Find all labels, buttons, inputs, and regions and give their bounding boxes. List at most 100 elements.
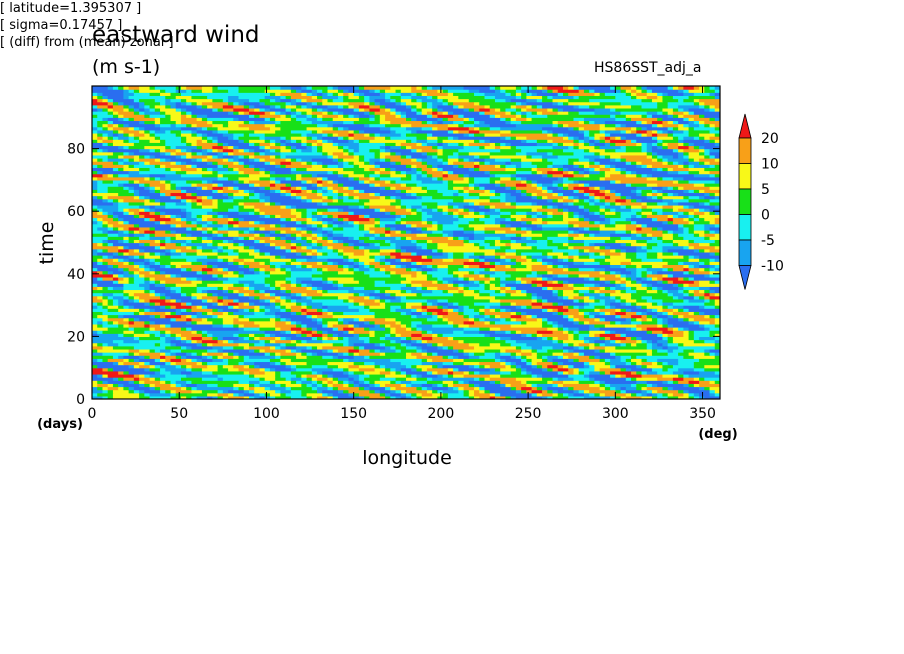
heat-cell — [536, 373, 543, 378]
heat-cell — [133, 261, 145, 266]
heat-cell — [479, 258, 486, 262]
heat-cell — [207, 352, 224, 356]
heat-cell — [301, 323, 308, 328]
heat-cell — [453, 198, 465, 203]
heat-cell — [358, 198, 370, 203]
heat-cell — [133, 214, 140, 219]
heat-cell — [160, 270, 166, 275]
heat-cell — [133, 276, 145, 281]
heat-cell — [343, 283, 376, 287]
heat-cell — [170, 236, 177, 240]
heat-cell — [160, 336, 166, 341]
heat-cell — [479, 217, 496, 222]
heat-cell — [317, 267, 323, 272]
heat-cell — [186, 151, 193, 156]
heat-cell — [594, 167, 601, 172]
heat-cell — [107, 342, 119, 347]
heat-cell — [228, 261, 234, 266]
heat-cell — [296, 192, 318, 197]
heat-cell — [604, 189, 611, 194]
heat-cell — [563, 186, 569, 190]
heat-cell — [301, 377, 308, 381]
heat-cell — [683, 204, 690, 209]
heat-cell — [714, 211, 720, 215]
heat-cell — [249, 195, 261, 200]
heat-cell — [411, 261, 418, 266]
heat-cell — [264, 239, 287, 244]
heat-cell — [217, 201, 240, 206]
heat-cell — [285, 229, 302, 234]
heat-cell — [233, 236, 240, 240]
heat-cell — [657, 242, 674, 247]
heat-cell — [238, 157, 250, 162]
heat-cell — [421, 305, 428, 309]
heat-cell — [317, 208, 329, 212]
heat-cell — [92, 148, 98, 153]
heat-cell — [494, 183, 501, 187]
heat-cell — [390, 392, 402, 397]
heat-cell — [589, 201, 595, 206]
heat-cell — [468, 314, 475, 319]
heat-cell — [563, 267, 569, 272]
heat-cell — [489, 298, 501, 303]
heat-cell — [180, 173, 203, 178]
heat-cell — [693, 333, 711, 337]
heat-cell — [301, 330, 313, 334]
heat-cell — [217, 308, 224, 312]
heat-cell — [238, 289, 255, 294]
heat-cell — [92, 314, 98, 319]
heat-cell — [620, 280, 627, 284]
heat-cell — [615, 211, 622, 215]
heat-cell — [369, 161, 376, 165]
heat-cell — [123, 283, 140, 287]
heat-cell — [133, 295, 140, 300]
heat-cell — [238, 361, 245, 366]
heat-cell — [186, 301, 193, 306]
heat-cell — [254, 167, 261, 172]
heat-cell — [678, 286, 684, 291]
heat-cell — [290, 226, 297, 231]
heat-cell — [453, 386, 459, 391]
heat-cell — [249, 267, 255, 272]
heat-cell — [358, 317, 365, 322]
heat-cell — [186, 164, 193, 168]
heat-cell — [139, 380, 145, 384]
heat-cell — [515, 355, 522, 359]
heat-cell — [468, 270, 475, 275]
heat-cell — [92, 377, 114, 381]
heat-cell — [683, 217, 690, 222]
heat-cell — [709, 280, 716, 284]
heat-cell — [426, 245, 438, 250]
heat-cell — [327, 330, 344, 334]
heat-cell — [610, 352, 616, 356]
heat-cell — [568, 348, 575, 353]
heat-cell — [395, 327, 407, 331]
heat-cell — [688, 383, 695, 388]
heat-cell — [641, 361, 653, 366]
heat-cell — [348, 192, 370, 197]
heat-cell — [280, 389, 292, 394]
heat-cell — [128, 186, 135, 190]
heat-cell — [191, 395, 198, 399]
heat-cell — [374, 298, 381, 303]
heat-cell — [442, 364, 470, 369]
heat-cell — [337, 386, 360, 391]
heat-cell — [238, 229, 245, 234]
heat-cell — [552, 264, 559, 269]
heat-cell — [531, 348, 538, 353]
heat-cell — [385, 270, 391, 275]
heat-cell — [531, 245, 538, 250]
heat-cell — [442, 167, 470, 172]
heat-cell — [374, 361, 402, 366]
heat-cell — [337, 364, 350, 369]
heat-cell — [688, 242, 700, 247]
heat-cell — [406, 229, 412, 234]
heat-cell — [212, 183, 219, 187]
heat-cell — [311, 345, 318, 350]
heat-cell — [641, 336, 664, 341]
heat-cell — [510, 223, 538, 228]
heat-cell — [463, 320, 475, 325]
heat-cell — [406, 264, 423, 269]
heat-cell — [322, 323, 329, 328]
heat-cell — [212, 229, 219, 234]
